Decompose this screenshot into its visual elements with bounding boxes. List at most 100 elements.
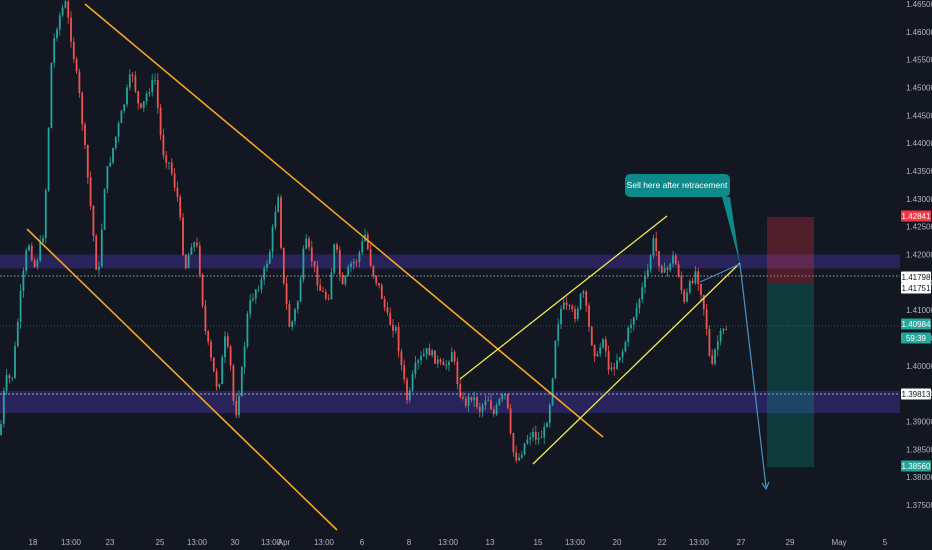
projection-arrow[interactable] bbox=[739, 263, 767, 488]
candle-body-77 bbox=[215, 371, 218, 387]
candle-body-31 bbox=[86, 145, 89, 178]
candle-body-7 bbox=[19, 291, 22, 323]
candle-body-227 bbox=[635, 308, 638, 318]
price-tick-label-7: 1.43000 bbox=[906, 195, 932, 204]
candle-body-193 bbox=[540, 437, 543, 439]
candle-body-40 bbox=[112, 147, 114, 163]
time-tick-label-4: 13:00 bbox=[187, 538, 208, 547]
candle-body-30 bbox=[84, 124, 86, 146]
stop-loss-box[interactable] bbox=[767, 217, 814, 283]
price-tag-label-marker: 1.41798 bbox=[902, 273, 931, 282]
candle-body-63 bbox=[176, 187, 179, 197]
time-tick-label-1: 13:00 bbox=[61, 538, 82, 547]
candle-body-134 bbox=[375, 275, 378, 284]
candle-body-118 bbox=[330, 272, 333, 300]
candle-body-236 bbox=[660, 265, 663, 273]
candle-body-144 bbox=[403, 365, 406, 380]
candle-body-136 bbox=[380, 285, 383, 299]
candle-body-12 bbox=[33, 260, 36, 267]
time-tick-label-3: 25 bbox=[156, 538, 165, 547]
candle-body-76 bbox=[212, 357, 215, 372]
candle-body-168 bbox=[470, 396, 473, 401]
candle-body-246 bbox=[688, 280, 691, 293]
price-tick-label-18: 1.37500 bbox=[906, 501, 932, 510]
price-tag-label-last-price: 1.40984 bbox=[902, 320, 931, 329]
candle-body-226 bbox=[632, 317, 635, 325]
candle-body-27 bbox=[75, 59, 78, 72]
candle-body-65 bbox=[182, 217, 184, 255]
candle-body-133 bbox=[372, 265, 375, 276]
candle-body-24 bbox=[67, 1, 70, 18]
candle-body-131 bbox=[366, 234, 369, 249]
candle-body-127 bbox=[355, 261, 358, 263]
candle-body-98 bbox=[274, 212, 277, 227]
time-tick-label-9: 6 bbox=[360, 538, 365, 547]
candle-body-81 bbox=[226, 336, 229, 347]
candle-body-176 bbox=[492, 409, 495, 415]
candle-body-140 bbox=[392, 324, 394, 331]
price-tag-take-profit[interactable] bbox=[901, 460, 931, 472]
callout-box bbox=[625, 174, 730, 197]
candle-body-199 bbox=[557, 324, 560, 341]
time-tick-label-15: 20 bbox=[613, 538, 622, 547]
candle-body-153 bbox=[428, 348, 431, 356]
callout-pointer bbox=[722, 197, 740, 264]
candle-body-50 bbox=[140, 103, 142, 108]
annotation-callout[interactable]: Sell here after retracement bbox=[625, 174, 740, 264]
price-tag-countdown[interactable] bbox=[901, 332, 931, 344]
price-tag-stop-loss[interactable] bbox=[901, 210, 931, 222]
candle-body-212 bbox=[593, 345, 596, 357]
candle-body-71 bbox=[198, 245, 201, 275]
yellow-channel-lower-line[interactable] bbox=[532, 262, 741, 465]
candle-body-32 bbox=[89, 177, 92, 206]
candle-body-82 bbox=[229, 346, 232, 366]
candle-body-224 bbox=[627, 327, 630, 343]
candle-body-100 bbox=[280, 197, 282, 248]
candle-body-14 bbox=[39, 241, 42, 261]
time-tick-label-8: 13:00 bbox=[314, 538, 335, 547]
candle-body-175 bbox=[490, 400, 492, 410]
candle-body-111 bbox=[310, 247, 313, 262]
candle-body-234 bbox=[655, 238, 658, 252]
callout-text: Sell here after retracement bbox=[627, 180, 728, 190]
price-tag-last-price[interactable] bbox=[901, 318, 931, 330]
time-tick-label-13: 15 bbox=[534, 538, 543, 547]
price-tag-marker[interactable] bbox=[901, 271, 931, 283]
candle-body-36 bbox=[100, 229, 103, 267]
candle-body-115 bbox=[322, 290, 324, 292]
price-tags: 1.42841 1.41798 1.41751 1.40984 59:39 1.39813… bbox=[901, 210, 931, 472]
price-tick-label-0: 1.46500 bbox=[906, 0, 932, 9]
candle-body-147 bbox=[411, 374, 414, 391]
candle-body-248 bbox=[694, 271, 697, 284]
time-tick-label-11: 13:00 bbox=[438, 538, 459, 547]
candle-body-186 bbox=[520, 454, 523, 458]
candle-body-253 bbox=[708, 328, 711, 356]
candle-body-19 bbox=[53, 38, 56, 64]
orange-channel-upper-line[interactable] bbox=[84, 3, 604, 438]
price-tag-marker[interactable] bbox=[901, 282, 931, 294]
take-profit-box[interactable] bbox=[767, 283, 814, 467]
price-tick-label-1: 1.46000 bbox=[906, 28, 932, 37]
candle-body-37 bbox=[103, 189, 106, 230]
price-tag-marker[interactable] bbox=[901, 388, 931, 400]
time-axis-panel[interactable] bbox=[0, 534, 900, 550]
candles-layer bbox=[0, 0, 728, 464]
candle-body-154 bbox=[431, 350, 434, 356]
candle-body-230 bbox=[644, 275, 646, 288]
time-tick-label-12: 13 bbox=[486, 538, 495, 547]
candle-body-142 bbox=[397, 327, 400, 352]
candle-body-237 bbox=[663, 267, 666, 273]
price-tick-label-11: 1.41000 bbox=[906, 306, 932, 315]
candle-body-228 bbox=[638, 299, 641, 309]
candle-body-256 bbox=[716, 341, 719, 350]
orange-channel-lower-line[interactable] bbox=[26, 228, 338, 531]
candle-body-91 bbox=[254, 289, 257, 299]
candle-body-80 bbox=[224, 336, 226, 358]
resistance-zone[interactable] bbox=[0, 254, 900, 269]
candle-body-85 bbox=[238, 395, 240, 416]
yellow-channel-upper-line[interactable] bbox=[459, 215, 668, 380]
candle-body-141 bbox=[394, 327, 397, 331]
support-zone[interactable] bbox=[0, 390, 900, 414]
